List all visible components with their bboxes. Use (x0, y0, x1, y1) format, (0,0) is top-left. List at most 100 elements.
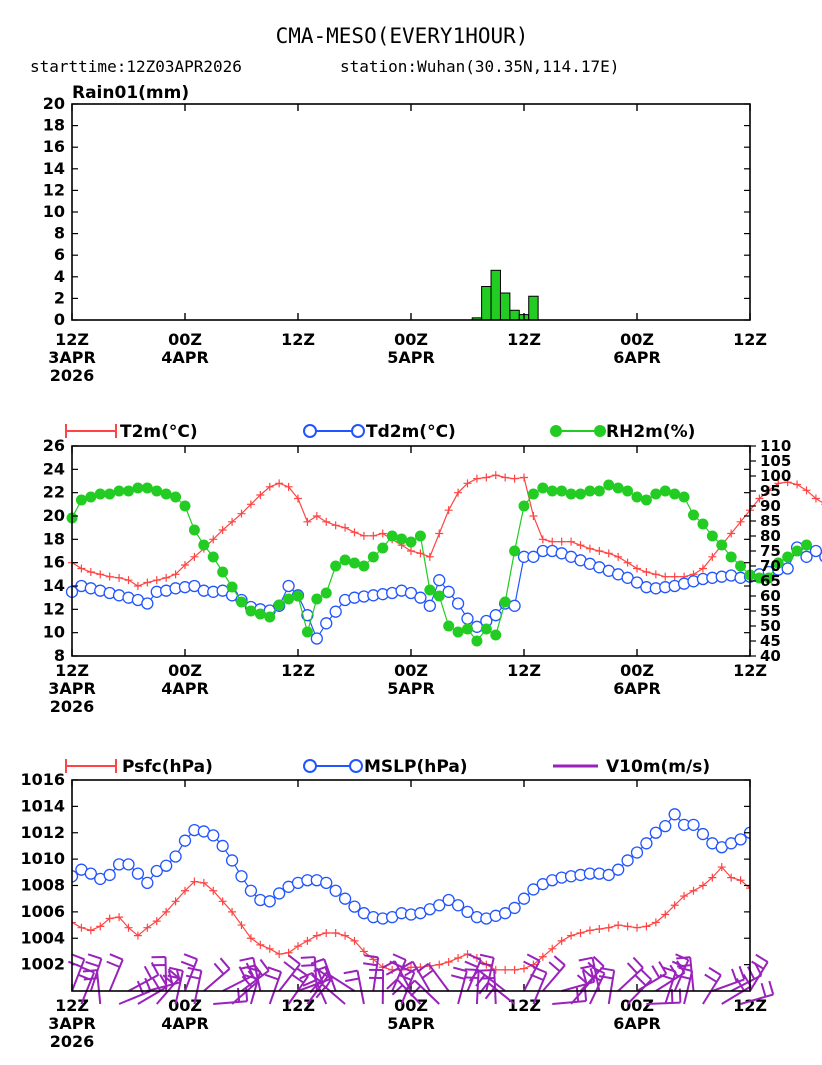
wind-barb (542, 955, 566, 992)
wind-barb-flag (575, 987, 580, 1002)
series-point (557, 936, 566, 945)
x-date-label: 5APR (387, 348, 435, 367)
y-tick-label: 8 (54, 224, 65, 243)
series-point (303, 936, 312, 945)
series-point (292, 590, 304, 602)
t2m-legend-label: T2m(°C) (120, 422, 198, 442)
wind-barb-flag (760, 982, 767, 997)
wind-barb-flag (598, 975, 614, 980)
series-point (190, 877, 199, 886)
wind-barb-shaft (740, 993, 774, 1005)
wind-barb-flag (453, 966, 468, 973)
wind-barb (617, 956, 644, 992)
x-date-label: 3APR (48, 1014, 96, 1033)
series-point (520, 473, 528, 482)
series-point (593, 485, 605, 497)
wind-barb-shaft (193, 970, 203, 1005)
y-tick-label: 1012 (20, 823, 65, 842)
series-point (708, 873, 717, 882)
series-point (642, 922, 651, 931)
x-tick-label: 00Z (620, 661, 654, 680)
wind-barb (468, 969, 506, 992)
series-point (527, 550, 540, 563)
series-point (414, 591, 427, 604)
series-point (490, 629, 502, 641)
y-right-tick-label: 65 (760, 572, 781, 590)
mslp-legend: MSLP(hPa) (303, 757, 468, 777)
series-point (425, 552, 434, 561)
wind-barb (523, 953, 541, 992)
wind-barb (106, 953, 124, 992)
wind-barb (400, 960, 431, 992)
pressure-plot-frame (71, 779, 751, 992)
series-line (72, 866, 750, 971)
series-point (151, 485, 163, 497)
wind-barb (369, 968, 385, 1005)
series-point (755, 892, 763, 900)
series-point (124, 576, 133, 585)
y-tick-label: 16 (43, 553, 65, 572)
series-point (152, 576, 161, 585)
wind-barb-shaft (118, 990, 151, 1005)
wind-barb-flag (464, 968, 479, 972)
series-point (284, 482, 293, 491)
series-point (462, 623, 473, 635)
wind-barb-flag (302, 979, 317, 987)
series-point (595, 547, 604, 555)
series-point (94, 488, 106, 500)
wind-barb-flag (651, 965, 661, 979)
y-right-tick-label: 50 (760, 617, 781, 635)
series-point (725, 551, 737, 563)
wind-barb-flag (416, 962, 429, 973)
wind-barb-flag (676, 956, 691, 960)
series-point (661, 572, 670, 581)
series-point (181, 886, 189, 895)
x-tick-label: 12Z (55, 661, 89, 680)
wind-barb (68, 953, 86, 992)
mslp-legend-label: MSLP(hPa) (364, 757, 468, 777)
y-right-tick-label: 100 (760, 467, 791, 485)
x-tick-label: 00Z (394, 996, 428, 1015)
wind-barb-flag (576, 974, 589, 986)
wind-barb-flag (168, 966, 184, 972)
series-point (143, 578, 152, 587)
series-point (517, 892, 531, 905)
wind-barb-shaft (372, 957, 380, 992)
rain-bar (499, 292, 511, 321)
series-point (717, 863, 726, 872)
wind-barb-flag (70, 953, 85, 961)
series-point (115, 573, 124, 582)
series-point (461, 612, 474, 625)
y-tick-label: 14 (43, 159, 65, 178)
wind-barb (264, 966, 283, 1005)
wind-barb-shaft (137, 985, 168, 1005)
wind-barb (530, 966, 548, 1005)
wind-barb-flag (241, 964, 256, 970)
y-tick-label: 22 (43, 483, 65, 502)
series-point (668, 808, 681, 821)
series-point (734, 833, 747, 846)
series-point (649, 826, 662, 839)
series-point (763, 572, 775, 584)
wind-barb (676, 966, 694, 1005)
wind-barb (180, 953, 199, 992)
wind-barb-flag (167, 974, 182, 980)
wind-barb-flag (175, 968, 182, 983)
wind-barb-flag (468, 969, 480, 982)
x-tick-label: 00Z (168, 661, 202, 680)
series-point (275, 950, 284, 959)
wind-barb-flag (315, 986, 327, 999)
wind-barb-shaft (222, 974, 254, 992)
wind-barb-shaft (493, 969, 497, 1005)
series-point (736, 876, 745, 885)
wind-barb-shaft (89, 958, 103, 992)
wind-barb (151, 956, 168, 992)
wind-barb-flag (85, 960, 100, 968)
wind-barb-flag (392, 953, 407, 961)
series-point (131, 867, 145, 880)
x-tick-label: 00Z (394, 330, 428, 349)
wind-barb (203, 957, 231, 992)
y-tick-label: 1014 (20, 796, 65, 815)
series-point (659, 485, 671, 497)
wind-barb-shaft (589, 972, 606, 1005)
